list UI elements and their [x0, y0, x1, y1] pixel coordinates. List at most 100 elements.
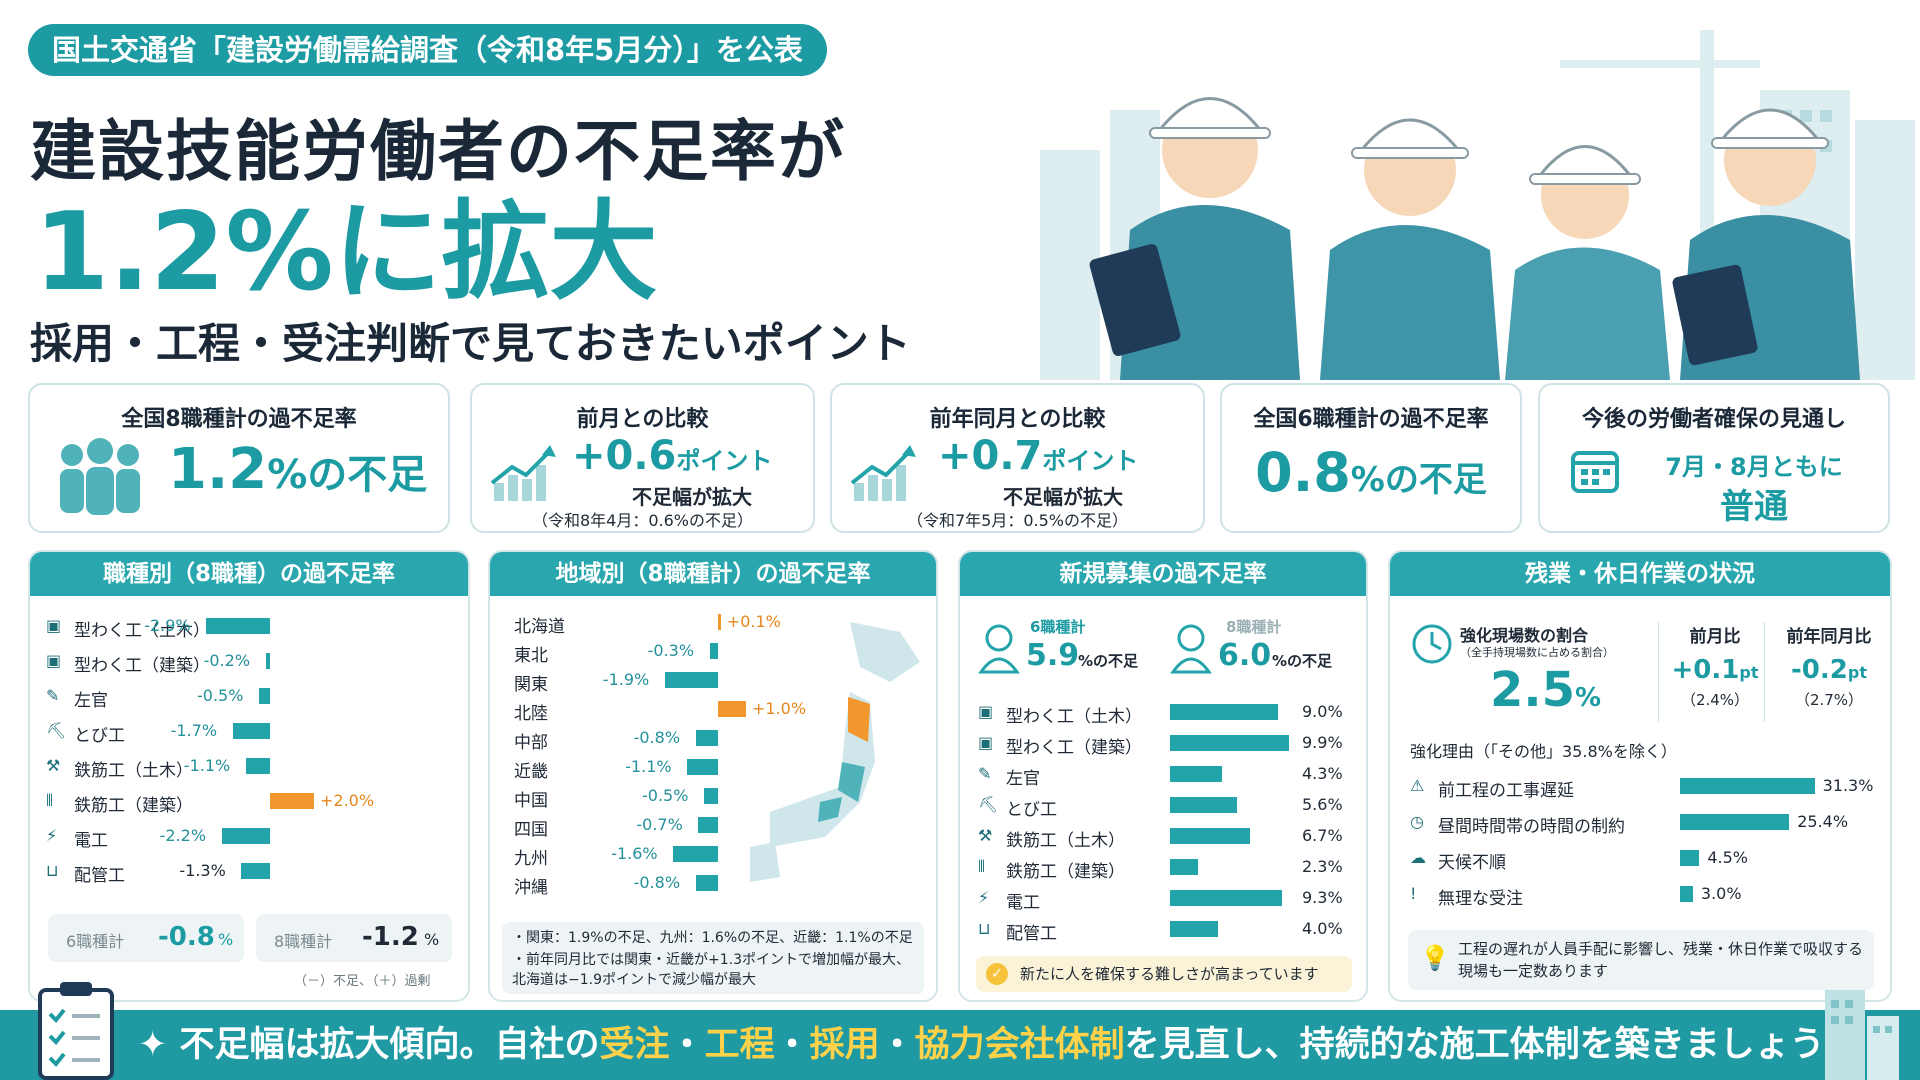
region-note: ・関東：1.9%の不足、九州：1.6%の不足、近畿：1.1%の不足 [512, 930, 913, 946]
kpi-title: 前年同月との比較 [929, 407, 1106, 432]
summary-label: 6職種計 [1030, 618, 1086, 636]
data-label: -1.9% [602, 670, 650, 689]
bar [1170, 704, 1278, 720]
bar [704, 788, 718, 804]
bar [673, 846, 718, 862]
summary-label: 8職種計 [1226, 618, 1282, 636]
trowel-icon: ✎ [978, 764, 992, 783]
data-label: 9.9% [1302, 733, 1343, 752]
data-label: +1.0% [752, 699, 807, 718]
region-label: 近畿 [514, 762, 548, 782]
category-label: 左官 [74, 691, 108, 711]
trowel-icon: ✎ [46, 686, 60, 705]
data-label: -0.8% [633, 873, 681, 892]
workers-illustration [1040, 30, 1915, 380]
check-icon: ✓ [986, 963, 1008, 985]
bar [687, 759, 718, 775]
clock-icon: ◷ [1410, 812, 1424, 831]
trend-up-icon [850, 445, 916, 501]
category-label: 型わく工（建築） [1006, 738, 1142, 758]
region-label: 九州 [514, 849, 548, 869]
kpi-sub: 不足幅が拡大 [1003, 485, 1123, 509]
kpi-title: 全国8職種計の過不足率 [121, 407, 357, 432]
rebar-civil-icon: ⚒ [46, 756, 61, 775]
region-label: 四国 [514, 820, 548, 840]
kpi-sub: 不足幅が拡大 [632, 485, 752, 509]
bar [1680, 778, 1815, 794]
data-label: -0.5% [642, 786, 689, 805]
category-label: 鉄筋工（建築） [1006, 862, 1125, 882]
kpi-line2: 普通 [1720, 487, 1788, 527]
bar [1680, 886, 1693, 902]
kpi-note: （令和7年5月：0.5%の不足） [906, 511, 1128, 530]
reason-label: 昼間時間帯の時間の制約 [1438, 817, 1625, 837]
summary-unit: %の不足 [1272, 652, 1333, 670]
kpi-line1: 7月・8月ともに [1665, 453, 1843, 481]
legend-note: （－）不足、（＋）過剰 [294, 974, 431, 989]
panel-trade-rate: 職種別（8職種）の過不足率 6職種計 -0.8 % 8職種計 -1.2 % （－… [28, 550, 470, 1002]
worker-icon [978, 624, 1020, 674]
cloud-icon: ☁ [1410, 848, 1426, 867]
bar [259, 688, 270, 704]
summary-value: -0.8 [158, 922, 215, 952]
data-label: 9.3% [1302, 888, 1343, 907]
kpi-mom: 前月比 +0.1pt （2.4%） [1671, 627, 1759, 709]
kpi-unit: ポイント [1042, 447, 1139, 475]
lightning-icon: ⚡ [978, 888, 990, 907]
data-label: -2.9% [144, 616, 191, 635]
category-label: 型わく工（土木） [1006, 707, 1142, 727]
bar [664, 672, 718, 688]
bar [718, 614, 721, 630]
kpi-card-yoy: 前年同月との比較 +0.7ポイント 不足幅が拡大 （令和7年5月：0.5%の不足… [830, 383, 1205, 533]
kpi-unit: %の不足 [267, 452, 428, 498]
clipboard-icon [38, 982, 114, 1080]
region-label: 中国 [514, 791, 548, 811]
category-label: 型わく工（建築） [74, 656, 210, 676]
clock-icon [1412, 624, 1452, 664]
bar [718, 701, 746, 717]
bar [232, 723, 270, 739]
data-label: 25.4% [1797, 812, 1849, 831]
bar [1170, 735, 1289, 751]
data-label: -0.7% [636, 815, 683, 834]
bar [241, 863, 270, 879]
region-notes: ・関東：1.9%の不足、九州：1.6%の不足、近畿：1.1%の不足 ・前年同月比… [502, 922, 924, 994]
kpi-title: 全国6職種計の過不足率 [1253, 407, 1489, 432]
data-label: 4.5% [1707, 848, 1748, 867]
crane-icon: ⛏ [46, 721, 67, 740]
panel-title: 地域別（8職種計）の過不足率 [490, 552, 936, 596]
kpi-sublabel: （全手持現場数に占める割合） [1460, 646, 1614, 659]
panel-title: 新規募集の過不足率 [960, 552, 1366, 596]
panel-region-rate: 地域別（8職種計）の過不足率 ・関東：1.9%の不足、九州：1.6%の不足、近畿… [488, 550, 938, 1002]
headline-rate: 1.2%に拡大 [34, 190, 658, 315]
bar [206, 618, 270, 634]
data-label: +0.1% [726, 612, 781, 631]
kpi-card-8trade-rate: 全国8職種計の過不足率 1.2%の不足 [28, 383, 450, 533]
bar [695, 875, 718, 891]
kpi-value: +0.6 [572, 433, 677, 479]
data-label: -1.6% [611, 844, 658, 863]
japan-map [750, 622, 920, 882]
page-subtitle: 採用・工程・受注判断で見ておきたいポイント [30, 319, 911, 368]
kpi-card-6trade-rate: 全国6職種計の過不足率 0.8%の不足 [1220, 383, 1522, 533]
bar [245, 758, 270, 774]
data-label: -1.1% [183, 756, 231, 775]
form-civil-icon: ▣ [46, 616, 62, 635]
bar [270, 793, 314, 809]
footer-message: ✦ 不足幅は拡大傾向。自社の受注・工程・採用・協力会社体制を見直し、持続的な施工… [138, 1025, 1860, 1065]
rebar-civil-icon: ⚒ [978, 826, 993, 845]
bar [1170, 828, 1251, 844]
kpi-card-outlook: 今後の労働者確保の見通し 7月・8月ともに 普通 [1538, 383, 1890, 533]
data-label: 4.3% [1302, 764, 1343, 783]
data-label: +2.0% [320, 791, 375, 810]
reason-title: 強化理由（「その他」35.8%を除く） [1410, 742, 1677, 761]
data-label: 3.0% [1700, 884, 1742, 903]
building-icon [1825, 990, 1899, 1080]
bar [1170, 797, 1238, 813]
category-label: 配管工 [1006, 924, 1057, 944]
data-label: -1.3% [179, 861, 226, 880]
warning-icon: ⚠ [1410, 776, 1425, 795]
form-civil-icon: ▣ [978, 702, 994, 721]
data-label: 2.3% [1302, 857, 1343, 876]
kpi-unit: % [1575, 683, 1602, 713]
